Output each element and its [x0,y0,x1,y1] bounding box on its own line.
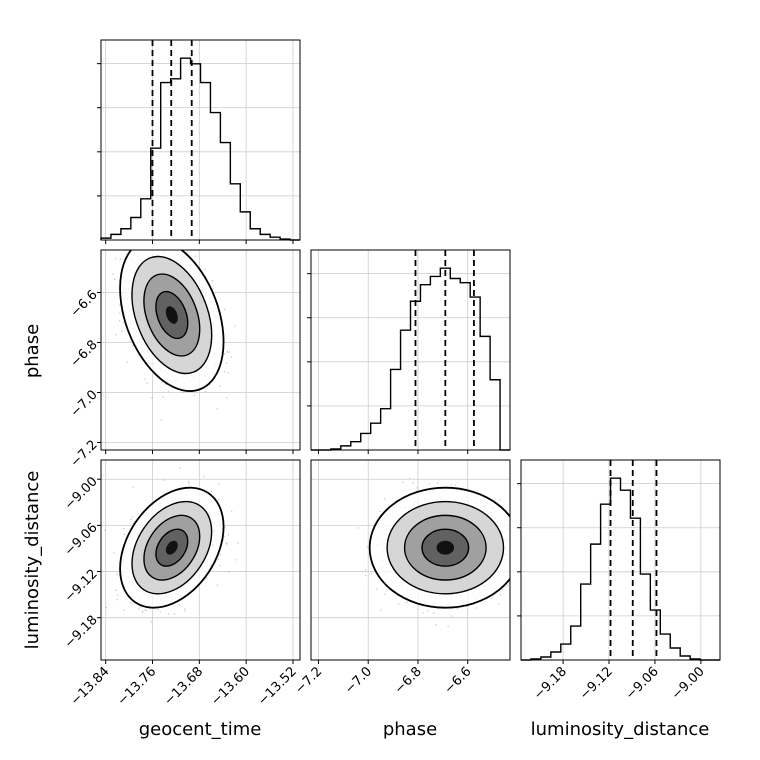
ylabel-phase: phase [22,324,43,378]
histogram-luminosity-distance [521,477,720,661]
density-contour-4 [436,540,455,555]
tick-label-x-luminosity-distance: −9.12 [577,664,616,703]
tick-label-x-luminosity-distance: −9.18 [531,664,570,703]
samples-phase-vs-geocent-time [112,250,236,421]
panel-frame [100,249,301,451]
panel-frame [100,39,301,241]
panel-frame [100,459,301,661]
panel-phase-vs-phase [307,249,511,454]
panel-frame [520,459,721,661]
tick-label-x-phase: −6.6 [442,664,475,697]
tick-label-x-phase: −6.8 [392,664,425,697]
panel-luminosity-distance-vs-luminosity-distance: −9.18 −9.12 −9.06 −9.00 [517,459,721,703]
histogram-phase [311,267,510,451]
xlabel-luminosity-distance: luminosity_distance [531,719,710,740]
tick-label-x-geocent-time: −13.84 [68,664,113,709]
tick-label-y-phase: −6.6 [68,288,101,321]
panel-frame [310,459,511,661]
xlabel-geocent-time: geocent_time [139,719,262,740]
panel-frame [310,249,511,451]
corner-panels: −7.2−7.0−6.8−6.6−9.18−9.12−9.06−9.00−13.… [62,39,721,709]
tick-label-y-phase: −7.2 [68,438,101,471]
xlabel-phase: phase [383,719,437,740]
tick-label-y-luminosity-distance: −9.12 [62,567,101,606]
panel-geocent-time-vs-geocent-time [97,39,301,244]
tick-label-x-phase: −7.2 [292,664,325,697]
samples-luminosity-distance-vs-geocent-time [104,467,239,623]
tick-label-y-luminosity-distance: −9.18 [62,613,101,652]
samples-luminosity-distance-vs-phase [357,477,510,627]
tick-label-y-phase: −7.0 [68,388,101,421]
tick-label-x-geocent-time: −13.60 [208,664,253,709]
panel-luminosity-distance-vs-geocent-time: −9.18 −9.12 −9.06 −9.00 −13.84 −13.76 −13.68 −1… [62,459,301,709]
tick-label-y-luminosity-distance: −9.00 [62,474,101,513]
ylabel-luminosity-distance: luminosity_distance [22,471,43,650]
panel-luminosity-distance-vs-phase: −7.2 −7.0 −6.8 −6.6 [292,459,511,697]
tick-label-x-geocent-time: −13.76 [115,664,160,709]
tick-label-y-phase: −6.8 [68,338,101,371]
tick-label-y-luminosity-distance: −9.06 [62,520,101,559]
tick-label-x-geocent-time: −13.68 [162,664,207,709]
tick-label-x-luminosity-distance: −9.06 [623,664,662,703]
tick-label-x-phase: −7.0 [342,664,375,697]
density-contour-4 [165,540,178,555]
histogram-geocent-time [100,57,300,241]
density-contour-4 [165,306,178,324]
panel-phase-vs-geocent-time: −7.2 −7.0 −6.8 −6.6 [68,249,301,471]
tick-label-x-luminosity-distance: −9.00 [669,664,708,703]
